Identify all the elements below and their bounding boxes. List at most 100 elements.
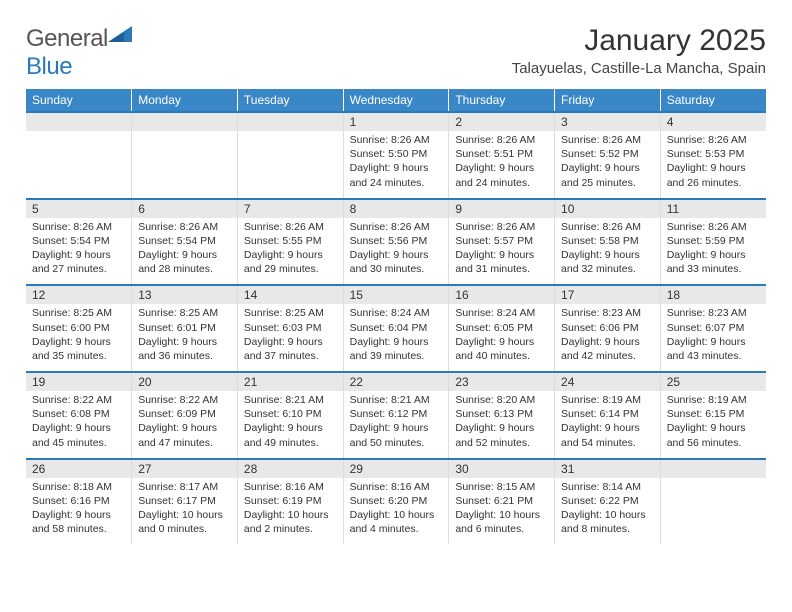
day-info: Sunrise: 8:26 AMSunset: 5:57 PMDaylight:… [449, 218, 554, 285]
day-number: 20 [132, 373, 237, 391]
calendar-week-row: 19Sunrise: 8:22 AMSunset: 6:08 PMDayligh… [26, 372, 766, 459]
day-number: 28 [238, 460, 343, 478]
calendar-week-row: 26Sunrise: 8:18 AMSunset: 6:16 PMDayligh… [26, 459, 766, 545]
calendar-day-cell: 15Sunrise: 8:24 AMSunset: 6:04 PMDayligh… [343, 285, 449, 372]
calendar-day-cell: 31Sunrise: 8:14 AMSunset: 6:22 PMDayligh… [555, 459, 661, 545]
day-number [238, 113, 343, 131]
calendar-day-cell: 3Sunrise: 8:26 AMSunset: 5:52 PMDaylight… [555, 112, 661, 199]
day-info: Sunrise: 8:19 AMSunset: 6:14 PMDaylight:… [555, 391, 660, 458]
day-number: 16 [449, 286, 554, 304]
day-info: Sunrise: 8:22 AMSunset: 6:09 PMDaylight:… [132, 391, 237, 458]
calendar-day-cell: 28Sunrise: 8:16 AMSunset: 6:19 PMDayligh… [237, 459, 343, 545]
day-number: 29 [344, 460, 449, 478]
logo-triangle-icon [108, 25, 134, 52]
day-number: 25 [661, 373, 766, 391]
calendar-day-cell: 20Sunrise: 8:22 AMSunset: 6:09 PMDayligh… [132, 372, 238, 459]
day-number: 9 [449, 200, 554, 218]
calendar-day-cell: 25Sunrise: 8:19 AMSunset: 6:15 PMDayligh… [660, 372, 766, 459]
calendar-day-cell: 16Sunrise: 8:24 AMSunset: 6:05 PMDayligh… [449, 285, 555, 372]
calendar-week-row: 12Sunrise: 8:25 AMSunset: 6:00 PMDayligh… [26, 285, 766, 372]
day-number: 7 [238, 200, 343, 218]
calendar-day-cell: 2Sunrise: 8:26 AMSunset: 5:51 PMDaylight… [449, 112, 555, 199]
day-info: Sunrise: 8:23 AMSunset: 6:07 PMDaylight:… [661, 304, 766, 371]
day-info: Sunrise: 8:26 AMSunset: 5:50 PMDaylight:… [344, 131, 449, 198]
day-number: 17 [555, 286, 660, 304]
day-number: 18 [661, 286, 766, 304]
calendar-day-cell: 29Sunrise: 8:16 AMSunset: 6:20 PMDayligh… [343, 459, 449, 545]
day-number [661, 460, 766, 478]
day-number [132, 113, 237, 131]
weekday-header: Thursday [449, 89, 555, 112]
day-number: 11 [661, 200, 766, 218]
brand-name: GeneralBlue [26, 24, 134, 81]
day-number: 8 [344, 200, 449, 218]
weekday-header: Saturday [660, 89, 766, 112]
day-info: Sunrise: 8:26 AMSunset: 5:54 PMDaylight:… [132, 218, 237, 285]
calendar-day-cell: 27Sunrise: 8:17 AMSunset: 6:17 PMDayligh… [132, 459, 238, 545]
day-number: 12 [26, 286, 131, 304]
calendar-day-cell: 7Sunrise: 8:26 AMSunset: 5:55 PMDaylight… [237, 199, 343, 286]
weekday-header: Monday [132, 89, 238, 112]
sunrise-calendar: Sunday Monday Tuesday Wednesday Thursday… [26, 89, 766, 544]
day-info [132, 131, 237, 195]
day-info: Sunrise: 8:26 AMSunset: 5:52 PMDaylight:… [555, 131, 660, 198]
weekday-header: Sunday [26, 89, 132, 112]
day-number: 2 [449, 113, 554, 131]
day-number: 30 [449, 460, 554, 478]
calendar-day-cell [237, 112, 343, 199]
calendar-day-cell: 8Sunrise: 8:26 AMSunset: 5:56 PMDaylight… [343, 199, 449, 286]
day-info: Sunrise: 8:15 AMSunset: 6:21 PMDaylight:… [449, 478, 554, 545]
day-number: 15 [344, 286, 449, 304]
day-number: 13 [132, 286, 237, 304]
day-info: Sunrise: 8:24 AMSunset: 6:04 PMDaylight:… [344, 304, 449, 371]
weekday-header: Friday [555, 89, 661, 112]
day-number: 27 [132, 460, 237, 478]
calendar-day-cell: 6Sunrise: 8:26 AMSunset: 5:54 PMDaylight… [132, 199, 238, 286]
day-number: 1 [344, 113, 449, 131]
calendar-day-cell: 17Sunrise: 8:23 AMSunset: 6:06 PMDayligh… [555, 285, 661, 372]
calendar-day-cell: 21Sunrise: 8:21 AMSunset: 6:10 PMDayligh… [237, 372, 343, 459]
day-info: Sunrise: 8:22 AMSunset: 6:08 PMDaylight:… [26, 391, 131, 458]
day-number: 21 [238, 373, 343, 391]
day-info: Sunrise: 8:25 AMSunset: 6:03 PMDaylight:… [238, 304, 343, 371]
calendar-day-cell: 13Sunrise: 8:25 AMSunset: 6:01 PMDayligh… [132, 285, 238, 372]
day-info: Sunrise: 8:19 AMSunset: 6:15 PMDaylight:… [661, 391, 766, 458]
calendar-day-cell: 26Sunrise: 8:18 AMSunset: 6:16 PMDayligh… [26, 459, 132, 545]
day-number: 24 [555, 373, 660, 391]
day-info: Sunrise: 8:26 AMSunset: 5:54 PMDaylight:… [26, 218, 131, 285]
day-info: Sunrise: 8:21 AMSunset: 6:10 PMDaylight:… [238, 391, 343, 458]
day-number: 14 [238, 286, 343, 304]
calendar-day-cell: 4Sunrise: 8:26 AMSunset: 5:53 PMDaylight… [660, 112, 766, 199]
day-number: 6 [132, 200, 237, 218]
weekday-header: Wednesday [343, 89, 449, 112]
day-info: Sunrise: 8:16 AMSunset: 6:20 PMDaylight:… [344, 478, 449, 545]
day-number: 19 [26, 373, 131, 391]
day-number: 23 [449, 373, 554, 391]
calendar-day-cell: 19Sunrise: 8:22 AMSunset: 6:08 PMDayligh… [26, 372, 132, 459]
day-info: Sunrise: 8:20 AMSunset: 6:13 PMDaylight:… [449, 391, 554, 458]
calendar-day-cell: 1Sunrise: 8:26 AMSunset: 5:50 PMDaylight… [343, 112, 449, 199]
day-info: Sunrise: 8:16 AMSunset: 6:19 PMDaylight:… [238, 478, 343, 545]
day-info: Sunrise: 8:26 AMSunset: 5:53 PMDaylight:… [661, 131, 766, 198]
calendar-day-cell [26, 112, 132, 199]
day-info: Sunrise: 8:18 AMSunset: 6:16 PMDaylight:… [26, 478, 131, 545]
day-info: Sunrise: 8:24 AMSunset: 6:05 PMDaylight:… [449, 304, 554, 371]
day-info: Sunrise: 8:26 AMSunset: 5:55 PMDaylight:… [238, 218, 343, 285]
day-number [26, 113, 131, 131]
day-info: Sunrise: 8:26 AMSunset: 5:56 PMDaylight:… [344, 218, 449, 285]
calendar-day-cell: 14Sunrise: 8:25 AMSunset: 6:03 PMDayligh… [237, 285, 343, 372]
calendar-day-cell: 10Sunrise: 8:26 AMSunset: 5:58 PMDayligh… [555, 199, 661, 286]
calendar-day-cell: 23Sunrise: 8:20 AMSunset: 6:13 PMDayligh… [449, 372, 555, 459]
calendar-day-cell: 11Sunrise: 8:26 AMSunset: 5:59 PMDayligh… [660, 199, 766, 286]
calendar-day-cell: 24Sunrise: 8:19 AMSunset: 6:14 PMDayligh… [555, 372, 661, 459]
day-number: 26 [26, 460, 131, 478]
calendar-day-cell [660, 459, 766, 545]
weekday-header: Tuesday [237, 89, 343, 112]
calendar-day-cell: 9Sunrise: 8:26 AMSunset: 5:57 PMDaylight… [449, 199, 555, 286]
day-number: 10 [555, 200, 660, 218]
calendar-day-cell: 22Sunrise: 8:21 AMSunset: 6:12 PMDayligh… [343, 372, 449, 459]
calendar-day-cell: 30Sunrise: 8:15 AMSunset: 6:21 PMDayligh… [449, 459, 555, 545]
day-info: Sunrise: 8:25 AMSunset: 6:00 PMDaylight:… [26, 304, 131, 371]
day-info [661, 478, 766, 542]
day-info: Sunrise: 8:25 AMSunset: 6:01 PMDaylight:… [132, 304, 237, 371]
